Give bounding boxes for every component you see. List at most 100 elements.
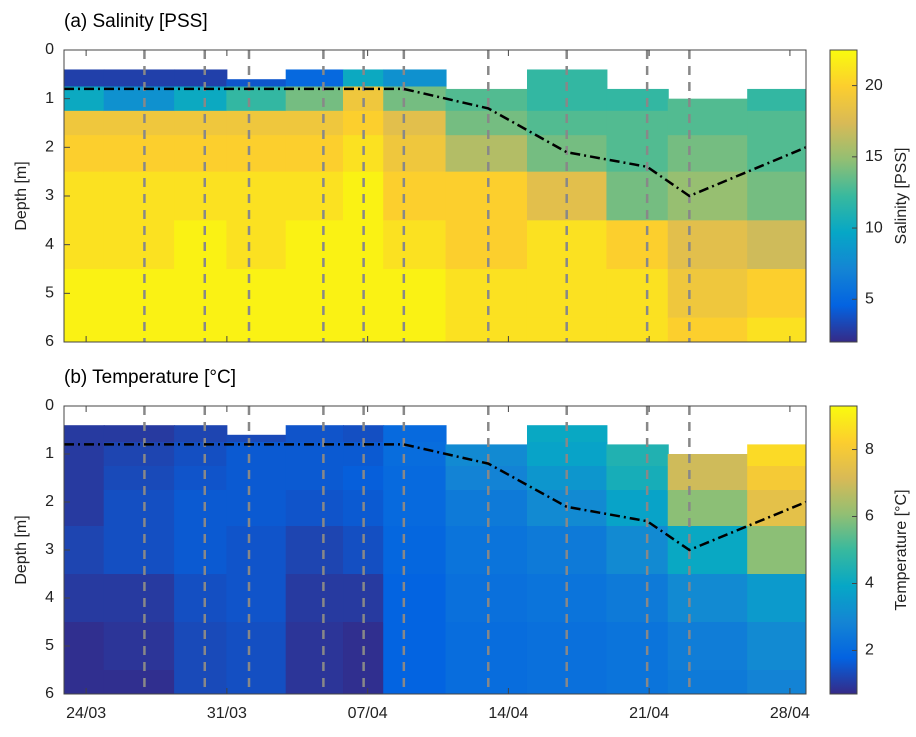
field-cell: [383, 670, 447, 694]
field-cell: [667, 670, 749, 694]
field-cell: [174, 442, 228, 467]
field-cell: [667, 171, 749, 221]
field-cell: [64, 490, 105, 527]
field-cell: [747, 88, 806, 112]
field-cell: [526, 425, 608, 443]
field-cell: [103, 526, 176, 575]
colorbar-tick-label: 8: [865, 441, 874, 458]
field-cell: [606, 220, 669, 270]
field-cell: [174, 425, 228, 443]
field-cell: [226, 574, 287, 623]
field-cell: [667, 269, 749, 319]
field-cell: [285, 317, 345, 342]
field-cell: [606, 444, 669, 467]
field-cell: [747, 220, 806, 270]
field-cell: [606, 490, 669, 527]
field-cell: [747, 110, 806, 136]
field-cell: [174, 69, 228, 87]
field-cell: [667, 220, 749, 270]
field-cell: [103, 490, 176, 527]
field-cell: [747, 466, 806, 491]
field-cell: [606, 110, 669, 136]
field-cell: [226, 110, 287, 136]
field-cell: [64, 466, 105, 491]
field-cell: [64, 171, 105, 221]
field-cell: [285, 526, 345, 575]
field-cell: [174, 86, 228, 112]
field-cell: [226, 442, 287, 467]
colorbar-label: Salinity [PSS]: [893, 148, 910, 245]
field-cell: [103, 69, 176, 87]
colorbar: [829, 405, 858, 695]
field-cell: [383, 622, 447, 671]
field-cell: [174, 317, 228, 342]
field-cell: [285, 110, 345, 136]
field-cell: [226, 220, 287, 270]
field-cell: [226, 466, 287, 491]
colorbar-tick-label: 4: [865, 575, 874, 592]
field-cell: [285, 574, 345, 623]
field-cell: [383, 490, 447, 527]
y-tick-label: 5: [45, 285, 54, 302]
field-cell: [226, 171, 287, 221]
y-tick-label: 2: [45, 493, 54, 510]
y-tick-label: 4: [45, 236, 54, 253]
field-cell: [667, 135, 749, 173]
field-cell: [103, 574, 176, 623]
field-cell: [226, 670, 287, 694]
field-cell: [383, 442, 447, 467]
field-cell: [64, 110, 105, 136]
colorbar-tick-label: 2: [865, 642, 874, 659]
field-cell: [383, 110, 447, 136]
field-cell: [747, 269, 806, 319]
field-cell: [667, 622, 749, 671]
field-cell: [747, 490, 806, 527]
field-cell: [64, 670, 105, 694]
field-cell: [667, 574, 749, 623]
field-cell: [747, 526, 806, 575]
x-tick-label: 21/04: [629, 705, 669, 722]
field-cell: [343, 69, 385, 87]
field-cell: [103, 269, 176, 319]
field-cell: [445, 670, 528, 694]
field-cell: [445, 622, 528, 671]
field-cell: [103, 622, 176, 671]
field-cell: [226, 79, 287, 87]
y-tick-label: 1: [45, 445, 54, 462]
field-cell: [226, 434, 287, 443]
x-tick-label: 14/04: [488, 705, 528, 722]
field-cell: [285, 622, 345, 671]
field-cell: [64, 526, 105, 575]
field: [64, 69, 806, 342]
field-cell: [445, 444, 528, 467]
field-cell: [174, 670, 228, 694]
field-cell: [103, 466, 176, 491]
field: [64, 425, 806, 694]
colorbar-tick-label: 15: [865, 148, 883, 165]
depth-line: [64, 87, 807, 198]
y-tick-label: 6: [45, 333, 54, 350]
field-cell: [747, 135, 806, 173]
field-cell: [103, 425, 176, 443]
field-cell: [667, 98, 749, 136]
x-tick-label: 31/03: [207, 705, 247, 722]
panel-title: (a) Salinity [PSS]: [64, 11, 208, 32]
field-cell: [285, 69, 345, 87]
field-cell: [285, 269, 345, 319]
field-cell: [606, 171, 669, 221]
field-cell: [667, 490, 749, 527]
y-axis-label: Depth [m]: [13, 515, 30, 584]
y-tick-label: 3: [45, 187, 54, 204]
field-cell: [383, 86, 447, 112]
field-cell: [64, 220, 105, 270]
field-cell: [285, 220, 345, 270]
field-cell: [285, 442, 345, 467]
field-cell: [445, 220, 528, 270]
field-cell: [606, 670, 669, 694]
field-cell: [174, 110, 228, 136]
field-cell: [747, 574, 806, 623]
field-cell: [174, 490, 228, 527]
x-tick-label: 07/04: [348, 705, 388, 722]
depth-line: [64, 443, 807, 552]
